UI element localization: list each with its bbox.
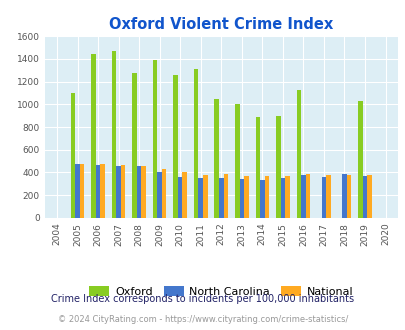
Bar [243,176,248,218]
Bar [96,165,100,218]
Bar [214,99,218,218]
Bar [255,117,260,218]
Bar [121,165,125,218]
Bar [70,93,75,218]
Bar [79,164,84,218]
Bar [357,101,362,218]
Bar [194,69,198,218]
Bar [136,166,141,218]
Bar [202,175,207,218]
Bar [341,174,346,218]
Bar [362,176,367,218]
Legend: Oxford, North Carolina, National: Oxford, North Carolina, National [85,281,357,301]
Bar [162,169,166,218]
Bar [132,73,136,218]
Bar [198,178,202,218]
Bar [305,174,309,218]
Bar [321,177,325,218]
Bar [346,175,350,218]
Bar [284,176,289,218]
Bar [223,174,228,218]
Bar [218,178,223,218]
Bar [239,179,243,218]
Bar [141,166,145,218]
Bar [153,59,157,218]
Text: © 2024 CityRating.com - https://www.cityrating.com/crime-statistics/: © 2024 CityRating.com - https://www.city… [58,315,347,324]
Bar [296,90,301,218]
Bar [275,116,280,218]
Bar [325,175,330,218]
Bar [116,166,121,218]
Bar [367,175,371,218]
Bar [111,51,116,218]
Bar [301,175,305,218]
Bar [177,177,182,218]
Title: Oxford Violent Crime Index: Oxford Violent Crime Index [109,17,333,32]
Bar [157,172,162,218]
Bar [91,54,96,218]
Text: Crime Index corresponds to incidents per 100,000 inhabitants: Crime Index corresponds to incidents per… [51,294,354,304]
Bar [75,164,79,218]
Bar [264,177,269,218]
Bar [182,172,187,218]
Bar [260,181,264,218]
Bar [280,178,284,218]
Bar [100,164,104,218]
Bar [173,75,177,218]
Bar [234,104,239,218]
